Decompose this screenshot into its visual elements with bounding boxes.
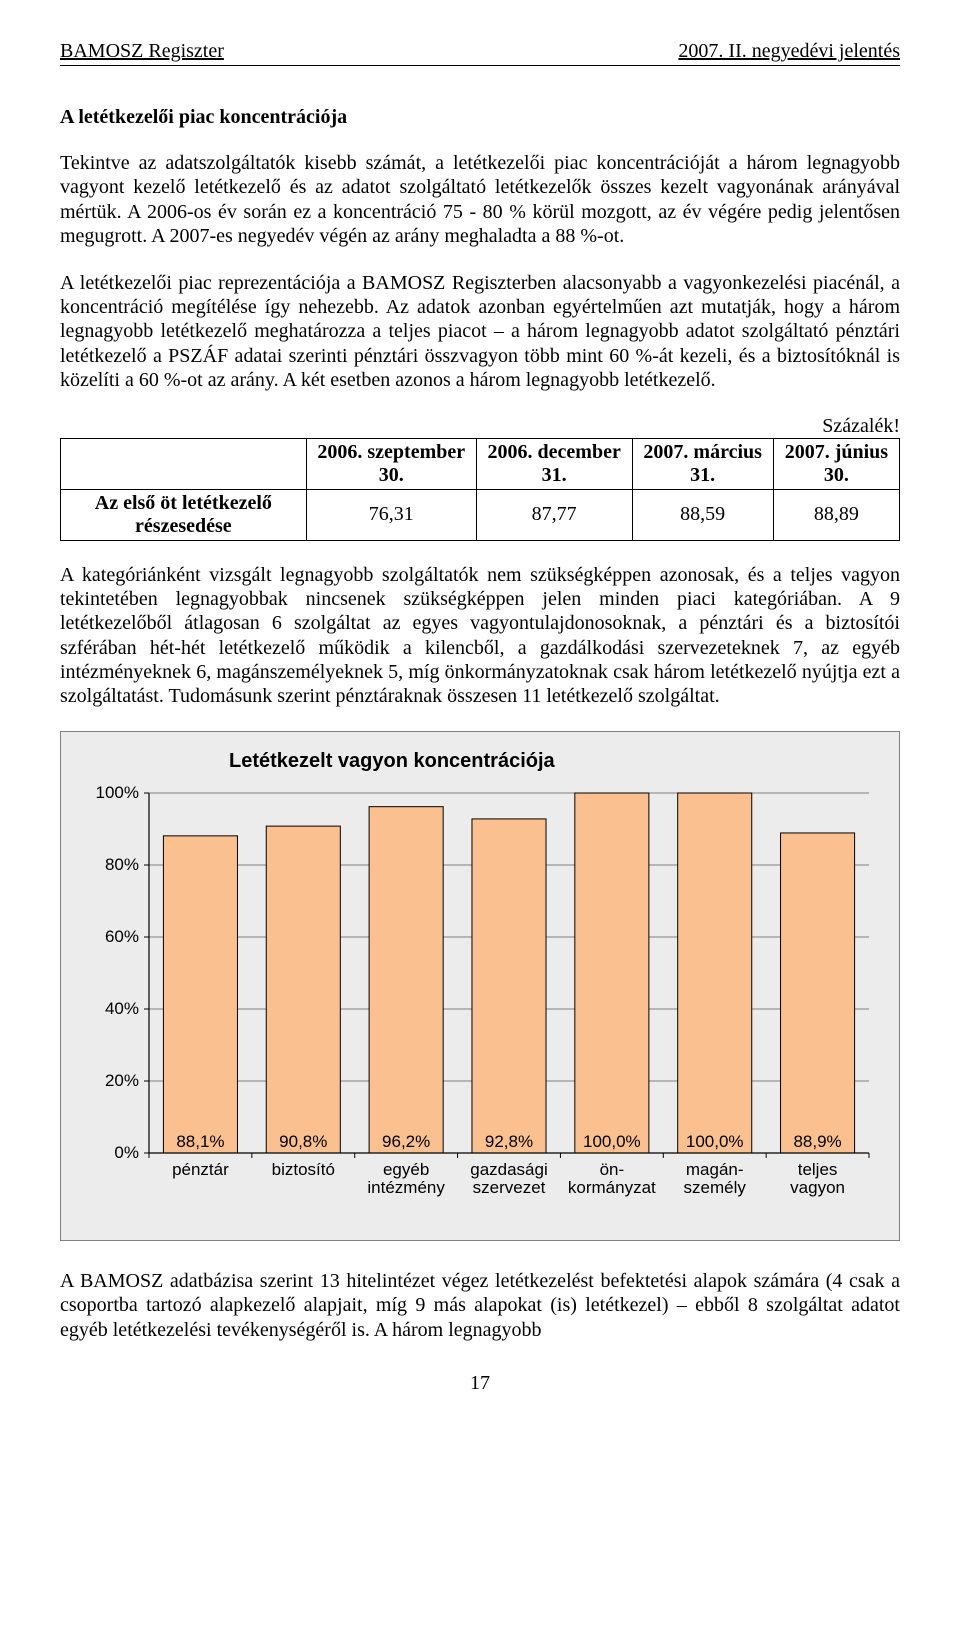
col-header: 2006. december 31. [476,438,632,489]
percent-label: Százalék! [60,415,900,438]
svg-text:ön-: ön- [600,1160,625,1179]
paragraph-1: Tekintve az adatszolgáltatók kisebb szám… [60,151,900,249]
svg-text:88,1%: 88,1% [176,1132,224,1151]
header-left: BAMOSZ Regiszter [60,40,224,63]
cell: 88,59 [632,489,773,540]
cell: 76,31 [306,489,476,540]
paragraph-4: A BAMOSZ adatbázisa szerint 13 hitelinté… [60,1269,900,1342]
col-header: 2007. június 30. [773,438,899,489]
svg-text:biztosító: biztosító [272,1160,335,1179]
svg-text:pénztár: pénztár [172,1160,229,1179]
col-header: 2006. szeptember 30. [306,438,476,489]
svg-text:személy: személy [684,1178,747,1197]
page: BAMOSZ Regiszter 2007. II. negyedévi jel… [0,0,960,1425]
svg-text:szervezet: szervezet [473,1178,546,1197]
svg-text:92,8%: 92,8% [485,1132,533,1151]
svg-text:intézmény: intézmény [367,1178,445,1197]
table-header-row: 2006. szeptember 30. 2006. december 31. … [61,438,900,489]
table-corner [61,438,307,489]
chart-title: Letétkezelt vagyon koncentrációja [229,750,881,773]
svg-text:88,9%: 88,9% [793,1132,841,1151]
svg-text:100%: 100% [96,783,139,802]
share-table: 2006. szeptember 30. 2006. december 31. … [60,438,900,541]
svg-text:96,2%: 96,2% [382,1132,430,1151]
svg-text:40%: 40% [105,999,139,1018]
svg-text:egyéb: egyéb [383,1160,429,1179]
svg-text:kormányzat: kormányzat [568,1178,656,1197]
svg-text:0%: 0% [114,1143,139,1162]
table-row: Az első öt letétkezelő részesedése 76,31… [61,489,900,540]
svg-text:gazdasági: gazdasági [470,1160,548,1179]
page-header: BAMOSZ Regiszter 2007. II. negyedévi jel… [60,40,900,66]
svg-text:vagyon: vagyon [790,1178,845,1197]
col-header: 2007. március 31. [632,438,773,489]
svg-text:100,0%: 100,0% [686,1132,744,1151]
svg-text:100,0%: 100,0% [583,1132,641,1151]
svg-text:magán-: magán- [686,1160,744,1179]
page-number: 17 [60,1372,900,1395]
chart-svg: 0% 20% 40% 60% 80% 100% 88,1% 90,8% 96,2% 92,8% 10… [79,783,879,1223]
concentration-chart: Letétkezelt vagyon koncentrációja 0% 20% 4… [60,731,900,1241]
paragraph-2: A letétkezelői piac reprezentációja a BA… [60,271,900,393]
row-header: Az első öt letétkezelő részesedése [61,489,307,540]
header-right: 2007. II. negyedévi jelentés [678,40,900,63]
paragraph-3: A kategóriánként vizsgált legnagyobb szo… [60,563,900,709]
cell: 88,89 [773,489,899,540]
svg-text:80%: 80% [105,855,139,874]
section-title: A letétkezelői piac koncentrációja [60,106,900,129]
svg-text:60%: 60% [105,927,139,946]
svg-text:teljes: teljes [798,1160,838,1179]
svg-text:20%: 20% [105,1071,139,1090]
svg-text:90,8%: 90,8% [279,1132,327,1151]
cell: 87,77 [476,489,632,540]
